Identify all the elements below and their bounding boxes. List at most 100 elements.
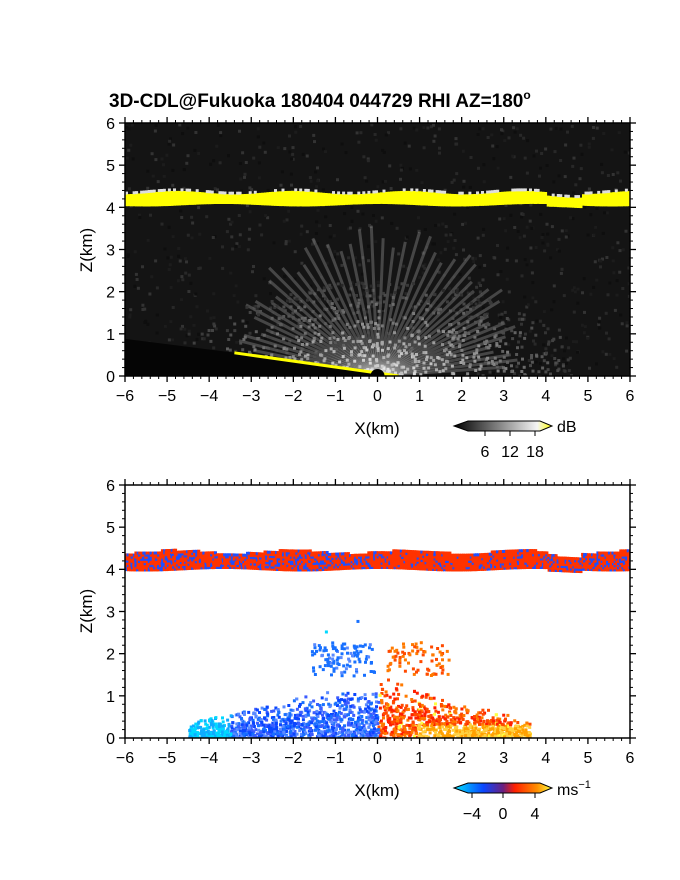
echo-cell <box>386 354 390 358</box>
echo-cell <box>262 333 266 337</box>
layer-cell <box>249 562 253 566</box>
layer-cell <box>622 549 626 553</box>
layer-cell <box>471 566 475 570</box>
layer-cell <box>420 552 424 556</box>
echo-cell <box>255 306 259 310</box>
echo-cell <box>348 293 352 297</box>
layer-cell <box>460 557 464 561</box>
layer-cell <box>448 553 452 557</box>
noise-cell <box>583 205 587 209</box>
noise-cell <box>437 127 441 131</box>
noise-cell <box>340 263 344 267</box>
layer-cell <box>452 553 456 557</box>
layer-cell <box>386 566 390 569</box>
noise-cell <box>238 129 241 133</box>
noise-cell <box>243 175 246 179</box>
velocity-cell <box>211 726 215 730</box>
noise-cell <box>559 159 563 162</box>
layer-cell <box>602 562 606 566</box>
echo-cell <box>300 336 304 340</box>
velocity-cell <box>247 710 251 714</box>
layer-cell <box>518 551 522 555</box>
echo-cell <box>340 283 344 287</box>
echo-cell <box>356 320 360 324</box>
echo-cell <box>567 369 571 372</box>
layer-cell <box>623 555 627 559</box>
layer-cell <box>177 554 181 558</box>
layer-cell <box>372 193 376 204</box>
layer-cell <box>304 191 308 207</box>
layer-cell <box>590 568 594 572</box>
noise-cell <box>367 289 371 293</box>
echo-cell <box>318 324 322 328</box>
layer-cell <box>539 557 543 561</box>
layer-cell <box>469 553 473 557</box>
layer-cell <box>142 562 145 566</box>
layer-cell <box>276 561 280 565</box>
layer-cell <box>422 550 426 554</box>
noise-cell <box>333 250 337 253</box>
noise-cell <box>562 294 566 298</box>
layer-cell <box>227 561 231 565</box>
layer-cell <box>416 560 420 564</box>
layer-cell <box>295 560 299 563</box>
echo-cell <box>336 282 340 286</box>
echo-cell <box>311 340 315 344</box>
echo-cell <box>313 318 317 322</box>
layer-cell <box>217 563 221 567</box>
layer-cell <box>505 554 509 557</box>
layer-cell <box>392 191 396 205</box>
layer-cell <box>448 564 452 568</box>
echo-cell <box>368 302 372 306</box>
layer-cell <box>261 565 265 569</box>
layer-cell <box>181 550 185 554</box>
layer-cell <box>537 557 541 561</box>
echo-cell <box>448 309 452 313</box>
layer-cell <box>359 562 363 566</box>
echo-cell <box>412 355 416 359</box>
layer-cell <box>587 557 590 561</box>
layer-cell <box>602 568 605 572</box>
layer-cell <box>262 565 266 569</box>
layer-cell <box>206 551 210 555</box>
layer-cell <box>592 557 596 561</box>
noise-cell <box>599 265 602 269</box>
layer-cell <box>390 561 394 565</box>
layer-cell <box>262 558 266 562</box>
layer-cell <box>304 557 308 561</box>
layer-cell <box>444 557 448 561</box>
layer-cell <box>411 554 415 558</box>
noise-cell <box>530 259 534 263</box>
noise-cell <box>369 354 373 358</box>
layer-cell <box>338 567 342 571</box>
layer-cell <box>318 566 322 569</box>
echo-cell <box>369 368 373 372</box>
layer-cell <box>308 566 312 570</box>
backscatter-ray <box>302 263 379 376</box>
echo-cell <box>338 360 342 364</box>
echo-cell <box>376 335 380 339</box>
layer-edge-cell <box>511 188 515 192</box>
colorbar-db: dB 6 12 18 <box>452 419 577 461</box>
echo-cell <box>295 297 299 301</box>
echo-cell <box>291 315 295 319</box>
layer-cell <box>569 197 573 208</box>
layer-cell <box>521 190 525 205</box>
noise-cell <box>627 151 630 155</box>
x-tick-label: −4 <box>200 388 218 405</box>
layer-cell <box>487 552 490 556</box>
layer-cell <box>516 566 520 570</box>
layer-cell <box>228 555 232 559</box>
layer-cell <box>422 567 426 571</box>
echo-cell <box>253 348 257 352</box>
noise-cell <box>611 259 615 263</box>
layer-cell <box>410 552 414 556</box>
echo-cell <box>413 360 417 364</box>
noise-cell <box>408 167 412 171</box>
noise-cell <box>183 341 187 345</box>
layer-cell <box>160 561 164 565</box>
layer-cell <box>233 559 237 563</box>
layer-cell <box>312 551 316 555</box>
layer-cell <box>418 550 422 554</box>
echo-cell <box>489 301 492 304</box>
